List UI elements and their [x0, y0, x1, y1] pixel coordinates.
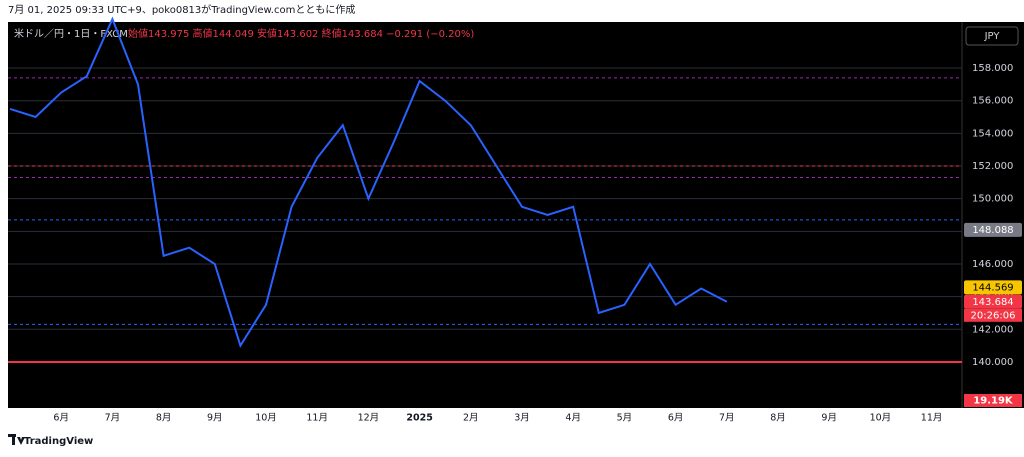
x-tick-label: 2025: [406, 413, 432, 424]
x-tick-label: 11月: [306, 413, 328, 424]
x-tick-label: 9月: [207, 413, 223, 424]
countdown: 20:26:06: [971, 310, 1016, 321]
y-tick-label: 152.000: [972, 161, 1013, 172]
x-tick-label: 6月: [668, 413, 684, 424]
price-label-box: [964, 294, 1022, 309]
countdown-box: [964, 308, 1022, 322]
x-tick-label: 2月: [463, 413, 479, 424]
footer-brand: TradingView: [24, 436, 93, 447]
x-tick-label: 3月: [514, 413, 530, 424]
x-tick-label: 10月: [255, 413, 277, 424]
ohlc-legend: 始値143.975 高値144.049 安値143.602 終値143.684 …: [128, 27, 474, 40]
price-label: 143.684: [972, 297, 1013, 308]
x-tick-label: 8月: [156, 413, 172, 424]
price-label-box: [964, 280, 1022, 295]
y-tick-label: 156.000: [972, 96, 1013, 107]
price-label: 144.569: [972, 282, 1013, 293]
price-axis: [962, 22, 1024, 408]
y-tick-label: 146.000: [972, 259, 1013, 270]
snapshot-caption: 7月 01, 2025 09:33 UTC+9、poko0813がTrading…: [8, 3, 355, 16]
y-tick-label: 142.000: [972, 324, 1013, 335]
symbol-title: 米ドル／円・1日・FXCM: [14, 27, 128, 40]
x-tick-label: 8月: [770, 413, 786, 424]
footer-logo: [8, 434, 25, 445]
x-tick-label: 7月: [719, 413, 735, 424]
volume-label: 19.19K: [973, 396, 1014, 407]
y-tick-label: 158.000: [972, 63, 1013, 74]
y-tick-label: 150.000: [972, 194, 1013, 205]
y-tick-label: 140.000: [972, 357, 1013, 368]
x-tick-label: 12月: [358, 413, 380, 424]
x-tick-label: 5月: [617, 413, 633, 424]
currency-label[interactable]: JPY: [984, 31, 1001, 42]
x-tick-label: 4月: [565, 413, 581, 424]
plot-area: [8, 22, 962, 408]
price-label-box: [964, 222, 1022, 237]
x-tick-label: 9月: [821, 413, 837, 424]
time-axis: [0, 408, 1024, 428]
y-tick-label: 154.000: [972, 128, 1013, 139]
price-line: [9, 16, 728, 348]
x-tick-label: 7月: [105, 413, 121, 424]
price-label: 148.088: [972, 225, 1013, 236]
volume-box: [964, 394, 1022, 407]
x-tick-label: 11月: [921, 413, 943, 424]
currency-button[interactable]: [965, 26, 1019, 46]
x-tick-label: 6月: [53, 413, 69, 424]
x-tick-label: 10月: [870, 413, 892, 424]
